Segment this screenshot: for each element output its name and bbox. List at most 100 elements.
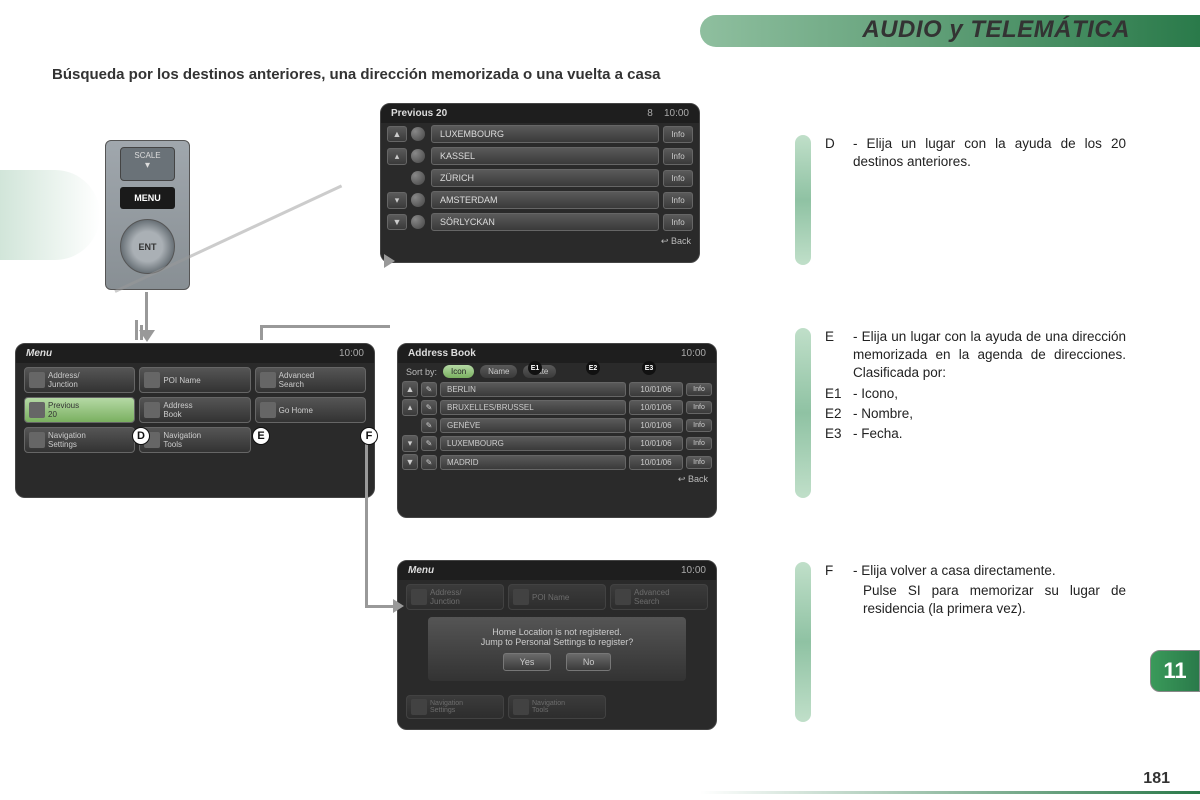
- scale-label: SCALE: [121, 151, 174, 160]
- callout-e2: E2: [586, 361, 600, 375]
- dest-dot-icon: [411, 215, 425, 229]
- sort-by-name[interactable]: Name: [480, 365, 517, 378]
- menu-nav-settings[interactable]: Navigation Settings: [24, 427, 135, 453]
- bg-menu-cell: Navigation Tools: [508, 695, 606, 719]
- addr-item[interactable]: GENÈVE: [440, 418, 626, 433]
- dest-dot-icon: [411, 149, 425, 163]
- menu-address-junction[interactable]: Address/ Junction: [24, 367, 135, 393]
- home-icon: [260, 402, 276, 418]
- chapter-tab: 11: [1150, 650, 1200, 692]
- dest-dot-icon: [411, 171, 425, 185]
- poi-icon: [513, 589, 529, 605]
- callout-e1: E1: [528, 361, 542, 375]
- instr-e3-label: E3: [825, 425, 853, 443]
- info-button[interactable]: Info: [663, 148, 693, 165]
- vbar-decor: [795, 562, 811, 722]
- menu-time: 10:00: [339, 348, 364, 359]
- connector-line: [365, 605, 395, 608]
- instr-e-text: - Elija un lugar con la ayuda de una dir…: [853, 328, 1126, 383]
- menu-nav-tools[interactable]: Navigation Tools: [139, 427, 250, 453]
- addr-date: 10/01/06: [629, 400, 683, 415]
- scroll-down-icon[interactable]: ▼: [402, 454, 418, 470]
- info-button[interactable]: Info: [686, 401, 712, 414]
- scroll-up-icon[interactable]: ▲: [402, 381, 418, 397]
- arrow-head-right-icon: [384, 254, 395, 268]
- address-icon: [411, 589, 427, 605]
- page-subtitle: Búsqueda por los destinos anteriores, un…: [52, 66, 661, 83]
- info-button[interactable]: Info: [663, 170, 693, 187]
- info-button[interactable]: Info: [686, 437, 712, 450]
- header-title: AUDIO y TELEMÁTICA: [862, 16, 1130, 44]
- addr-item[interactable]: LUXEMBOURG: [440, 436, 626, 451]
- instr-e1-label: E1: [825, 385, 853, 403]
- addr-item[interactable]: BERLIN: [440, 382, 626, 397]
- arrow-head-right-icon: [393, 599, 404, 613]
- instr-e2-text: - Nombre,: [853, 405, 1126, 423]
- dest-item[interactable]: LUXEMBOURG: [431, 125, 659, 143]
- menu-advanced-search[interactable]: Advanced Search: [255, 367, 366, 393]
- scroll-up-page-icon[interactable]: ▴: [387, 148, 407, 165]
- pencil-icon[interactable]: ✎: [421, 436, 437, 451]
- connector-line: [260, 325, 390, 328]
- sort-by-label: Sort by:: [406, 367, 437, 377]
- pencil-icon[interactable]: ✎: [421, 418, 437, 433]
- vbar-decor: [795, 135, 811, 265]
- instr-d-label: D: [825, 135, 853, 153]
- dest-item[interactable]: KASSEL: [431, 147, 659, 165]
- instruction-f: F- Elija volver a casa directamente. Pul…: [795, 562, 1130, 722]
- screen-go-home-dialog: Menu 10:00 Address/ Junction POI Name Ad…: [397, 560, 717, 730]
- dest-item[interactable]: SÖRLYCKAN: [431, 213, 659, 231]
- back-button[interactable]: Back: [671, 236, 691, 247]
- pencil-icon[interactable]: ✎: [421, 382, 437, 397]
- yes-button[interactable]: Yes: [503, 653, 552, 671]
- info-button[interactable]: Info: [663, 126, 693, 143]
- sort-by-icon[interactable]: Icon: [443, 365, 474, 378]
- addr-item[interactable]: MADRID: [440, 455, 626, 470]
- pencil-icon[interactable]: ✎: [421, 400, 437, 415]
- gohome-time: 10:00: [681, 565, 706, 576]
- menu-previous-20[interactable]: Previous 20: [24, 397, 135, 423]
- info-button[interactable]: Info: [686, 383, 712, 396]
- scale-rocker[interactable]: SCALE ▾: [120, 147, 175, 181]
- instr-f-text2: Pulse SI para memorizar su lugar de resi…: [853, 582, 1126, 618]
- connector-line: [135, 320, 138, 340]
- back-icon: ↩: [661, 236, 669, 247]
- menu-button[interactable]: MENU: [120, 187, 175, 209]
- back-button[interactable]: Back: [688, 474, 708, 485]
- instruction-e: E- Elija un lugar con la ayuda de una di…: [795, 328, 1130, 498]
- info-button[interactable]: Info: [686, 456, 712, 469]
- arrow-head-down-icon: [139, 330, 155, 342]
- screen-header: Menu 10:00: [398, 561, 716, 580]
- home-not-registered-dialog: Home Location is not registered. Jump to…: [428, 617, 686, 681]
- pencil-icon[interactable]: ✎: [421, 455, 437, 470]
- addr-item[interactable]: BRUXELLES/BRUSSEL: [440, 400, 626, 415]
- bg-menu-cell: Navigation Settings: [406, 695, 504, 719]
- instr-f-text: - Elija volver a casa directamente.: [853, 562, 1126, 580]
- remote-controller: SCALE ▾ MENU ENT: [105, 140, 190, 290]
- no-button[interactable]: No: [566, 653, 612, 671]
- screen-address-book: Address Book 10:00 Sort by: Icon Name Da…: [397, 343, 717, 518]
- menu-go-home[interactable]: Go Home: [255, 397, 366, 423]
- info-button[interactable]: Info: [663, 192, 693, 209]
- tools-icon: [513, 699, 529, 715]
- menu-address-book[interactable]: Address Book: [139, 397, 250, 423]
- menu-poi-name[interactable]: POI Name: [139, 367, 250, 393]
- left-fade-decor: [0, 170, 100, 260]
- poi-icon: [144, 372, 160, 388]
- scroll-up-icon[interactable]: ▲: [387, 126, 407, 142]
- screen-header: Menu 10:00: [16, 344, 374, 363]
- dest-item[interactable]: AMSTERDAM: [431, 191, 659, 209]
- info-button[interactable]: Info: [663, 214, 693, 231]
- callout-d: D: [132, 427, 150, 445]
- dialog-line2: Jump to Personal Settings to register?: [438, 637, 676, 647]
- vbar-decor: [795, 328, 811, 498]
- menu-title: Menu: [26, 348, 52, 359]
- scroll-down-icon[interactable]: ▼: [387, 214, 407, 230]
- callout-e: E: [252, 427, 270, 445]
- search-icon: [260, 372, 276, 388]
- scroll-down-page-icon[interactable]: ▾: [387, 192, 407, 209]
- scroll-up-page-icon[interactable]: ▴: [402, 399, 418, 416]
- info-button[interactable]: Info: [686, 419, 712, 432]
- dest-item[interactable]: ZÜRICH: [431, 169, 659, 187]
- scroll-down-page-icon[interactable]: ▾: [402, 435, 418, 452]
